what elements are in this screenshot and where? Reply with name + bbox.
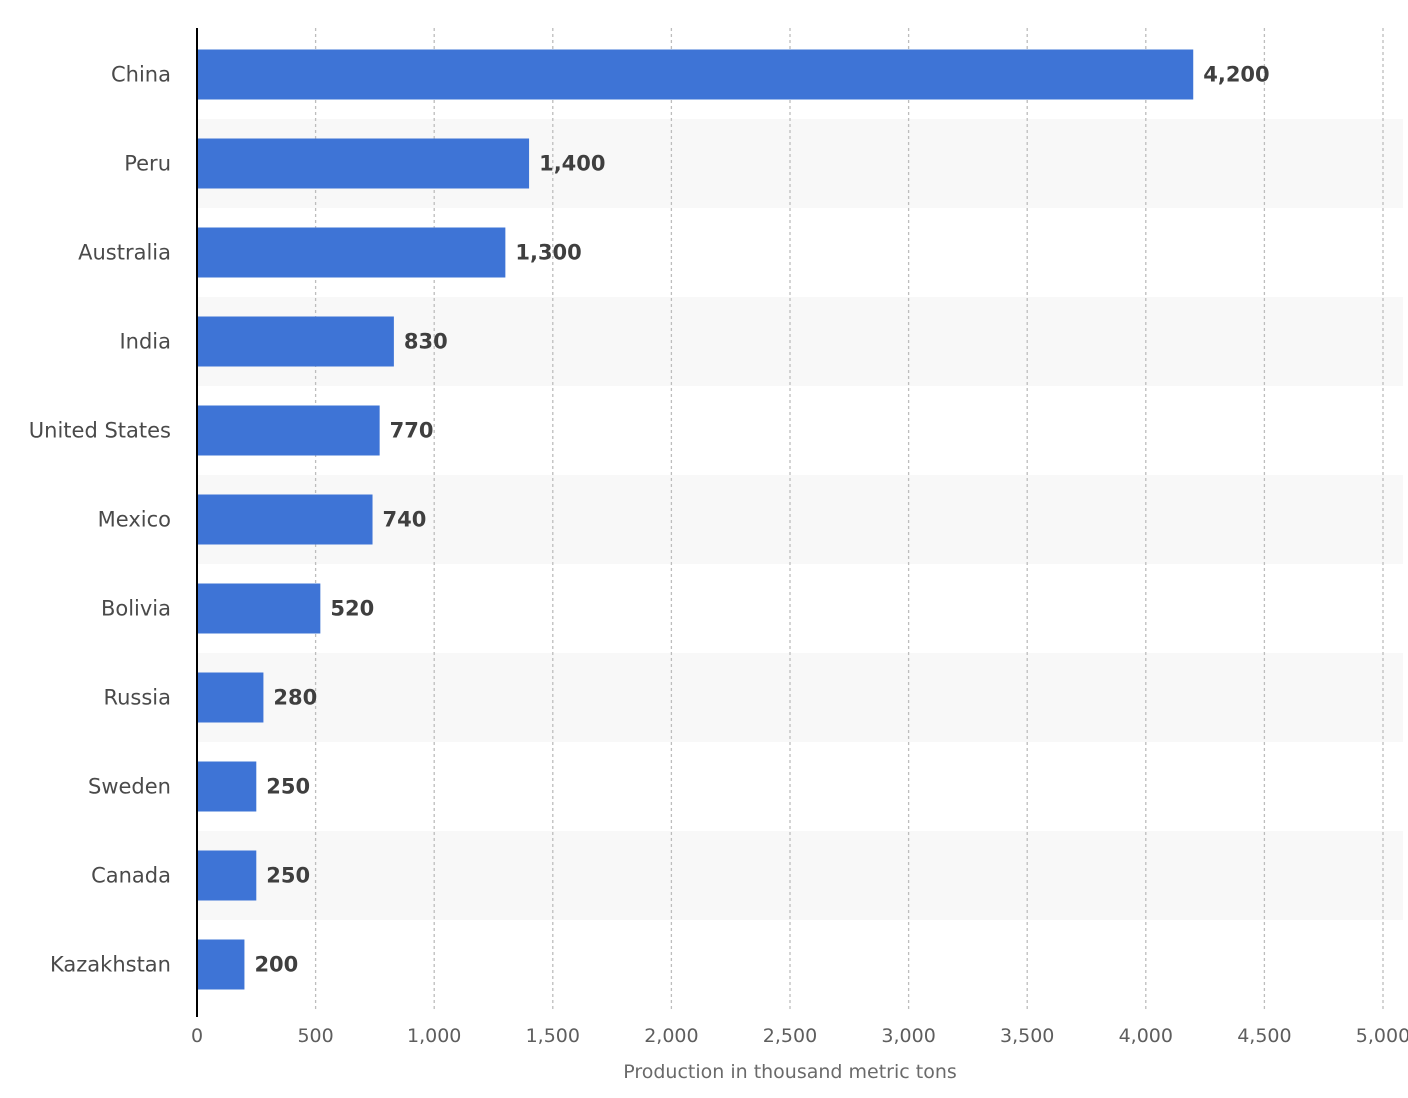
value-labels: 4,200 1,400 1,300 830 770 740 520 280 250 250 200: [254, 63, 1269, 977]
category-label: India: [119, 330, 171, 354]
category-label: Kazakhstan: [50, 953, 171, 977]
bar: [197, 227, 506, 278]
value-label: 740: [383, 508, 427, 532]
category-label: Bolivia: [101, 597, 171, 621]
category-label: Sweden: [88, 775, 171, 799]
category-label: Australia: [78, 241, 171, 265]
x-tick-label: 3,000: [881, 1025, 935, 1047]
bars: [197, 49, 1194, 990]
x-tick-label: 0: [191, 1025, 203, 1047]
value-label: 250: [266, 775, 310, 799]
bar: [197, 761, 257, 812]
bar: [197, 939, 245, 990]
category-label: China: [111, 63, 171, 87]
value-label: 520: [330, 597, 374, 621]
bar: [197, 494, 373, 545]
bar: [197, 850, 257, 901]
bar: [197, 49, 1194, 100]
x-axis-ticks: 0 500 1,000 1,500 2,000 2,500 3,000 3,500 4,000 4…: [191, 1025, 1408, 1047]
x-tick-label: 500: [297, 1025, 333, 1047]
bar: [197, 583, 321, 634]
value-label: 770: [390, 419, 434, 443]
category-label: Russia: [103, 686, 171, 710]
x-axis-title: Production in thousand metric tons: [623, 1061, 957, 1083]
value-label: 280: [273, 686, 317, 710]
row-band: [197, 831, 1403, 920]
x-tick-label: 1,000: [407, 1025, 461, 1047]
bar: [197, 316, 394, 367]
value-label: 200: [254, 953, 298, 977]
x-tick-label: 3,500: [1000, 1025, 1054, 1047]
x-tick-label: 4,000: [1119, 1025, 1173, 1047]
gridlines: [314, 28, 1384, 1009]
row-band: [197, 297, 1403, 386]
category-labels: China Peru Australia India United States Mexi…: [29, 63, 171, 977]
bar: [197, 672, 264, 723]
row-bands: [197, 119, 1403, 920]
row-band: [197, 653, 1403, 742]
category-label: Canada: [91, 864, 171, 888]
value-label: 250: [266, 864, 310, 888]
x-tick-label: 2,500: [763, 1025, 817, 1047]
x-tick-label: 2,000: [644, 1025, 698, 1047]
category-label: Mexico: [98, 508, 171, 532]
category-label: Peru: [124, 152, 171, 176]
value-label: 1,400: [539, 152, 605, 176]
value-label: 830: [404, 330, 448, 354]
bar: [197, 138, 530, 189]
value-label: 1,300: [515, 241, 581, 265]
x-tick-label: 5,000: [1356, 1025, 1408, 1047]
bar: [197, 405, 380, 456]
x-tick-label: 4,500: [1237, 1025, 1291, 1047]
x-tick-label: 1,500: [526, 1025, 580, 1047]
value-label: 4,200: [1203, 63, 1269, 87]
category-label: United States: [29, 419, 171, 443]
row-band: [197, 475, 1403, 564]
